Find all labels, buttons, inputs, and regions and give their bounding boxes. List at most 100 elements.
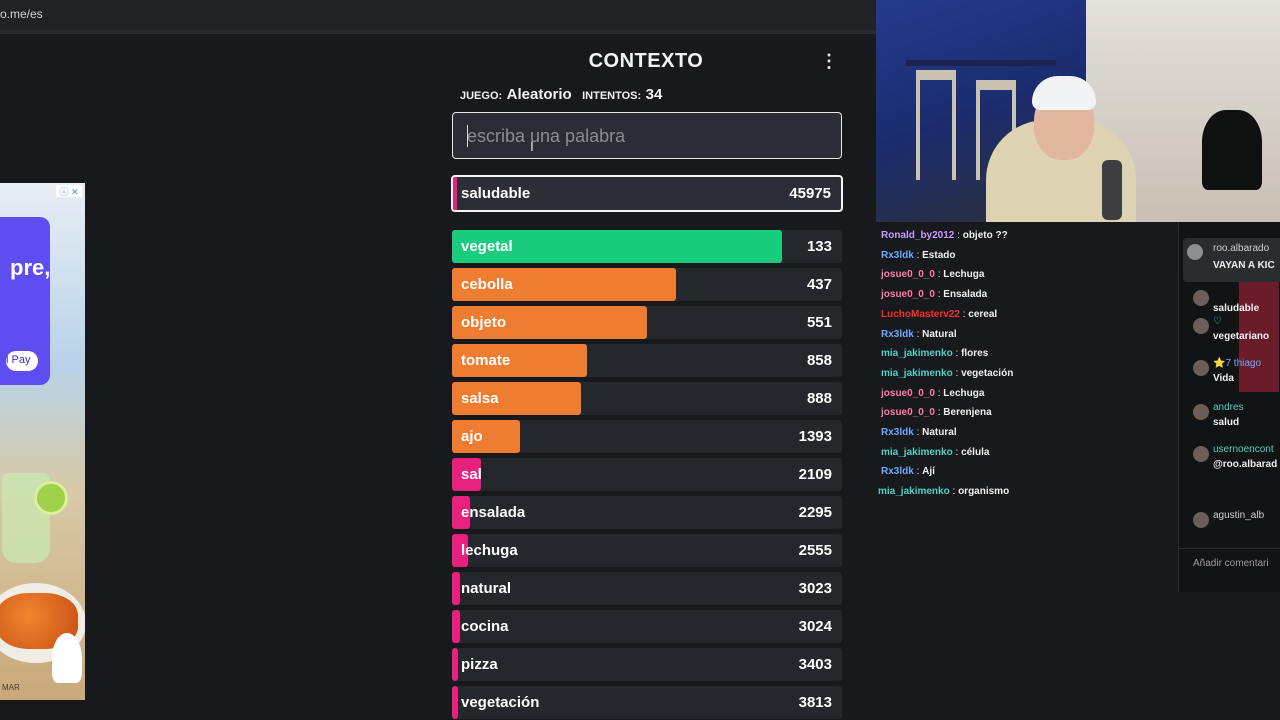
url-text: o.me/es bbox=[0, 7, 43, 21]
guess-row: ensalada 2295 bbox=[452, 496, 842, 529]
chat-text: flores bbox=[961, 348, 989, 360]
text-cursor-icon: I bbox=[530, 138, 534, 154]
chat-separator: : bbox=[952, 348, 962, 360]
side-chat-username[interactable]: agustin_alb bbox=[1213, 510, 1265, 521]
guess-word: objeto bbox=[461, 314, 506, 331]
guess-row: sal 2109 bbox=[452, 458, 842, 491]
guess-rank: 3813 bbox=[798, 694, 832, 711]
chat-username[interactable]: Rx3ldk bbox=[881, 328, 914, 340]
chat-text: Natural bbox=[922, 427, 957, 438]
last-guess-rank: 45975 bbox=[789, 185, 831, 202]
guess-row: lechuga 2555 bbox=[452, 534, 842, 567]
chat-separator: : bbox=[934, 407, 944, 419]
chat-username[interactable]: josue0_0_0 bbox=[881, 387, 935, 399]
guess-word: ajo bbox=[461, 428, 483, 445]
chat-message: josue0_0_0 : Berenjena bbox=[881, 407, 992, 418]
chat-username[interactable]: josue0_0_0 bbox=[881, 289, 935, 301]
guess-rank: 3023 bbox=[798, 580, 832, 597]
chat-username[interactable]: Rx3ldk bbox=[881, 249, 914, 261]
cam-shelf bbox=[906, 60, 1056, 66]
side-chat-username[interactable]: usernoencont bbox=[1213, 444, 1274, 455]
chat-separator: : bbox=[913, 328, 923, 340]
avatar bbox=[1193, 512, 1209, 528]
chat-username[interactable]: mia_jakimenko bbox=[881, 446, 953, 458]
chat-separator: : bbox=[934, 289, 944, 301]
side-chat-text: Vida bbox=[1213, 373, 1234, 384]
chat-username[interactable]: josue0_0_0 bbox=[881, 269, 935, 281]
chat-username[interactable]: Ronald_by2012 bbox=[881, 230, 955, 241]
side-chat-username[interactable]: andres bbox=[1213, 402, 1244, 413]
side-chat-text: @roo.albarad kick bbox=[1213, 459, 1280, 470]
guess-rank: 551 bbox=[806, 314, 832, 331]
pinned-text: VAYAN A KIC bbox=[1213, 260, 1275, 271]
chat-message: josue0_0_0 : Lechuga bbox=[881, 269, 984, 280]
chat-text: Lechuga bbox=[943, 387, 985, 399]
chat-username[interactable]: Rx3ldk bbox=[881, 427, 914, 438]
similarity-bar bbox=[452, 382, 581, 415]
url-bar-divider bbox=[0, 30, 876, 34]
guess-row: vegetal 133 bbox=[452, 230, 842, 263]
guess-word: salsa bbox=[461, 390, 499, 407]
guess-rank: 437 bbox=[806, 276, 832, 293]
pinned-message: roo.albarado VAYAN A KIC bbox=[1183, 238, 1280, 282]
similarity-bar bbox=[452, 686, 458, 719]
thermos-bottle bbox=[1102, 160, 1122, 220]
chat-username[interactable]: mia_jakimenko bbox=[881, 348, 953, 360]
chat-username[interactable]: Rx3ldk bbox=[881, 466, 914, 478]
add-comment-input[interactable]: Añadir comentari bbox=[1179, 548, 1280, 578]
similarity-bar bbox=[452, 610, 460, 643]
ad-info-icon[interactable]: ⓘ ✕ bbox=[56, 185, 82, 197]
word-input[interactable]: escriba una palabra bbox=[452, 112, 842, 159]
chat-separator: : bbox=[952, 446, 962, 458]
chat-separator: : bbox=[913, 427, 923, 438]
guess-word: vegetación bbox=[461, 694, 540, 711]
chat-text: Lechuga bbox=[943, 269, 985, 281]
ad-lime-image bbox=[34, 481, 68, 515]
chat-separator: : bbox=[954, 230, 963, 241]
ad-pay-button[interactable]: l Pay bbox=[6, 351, 38, 371]
chat-message: Rx3ldk : Natural bbox=[881, 427, 957, 438]
side-chat-username[interactable]: ♡ bbox=[1213, 316, 1222, 327]
chat-separator: : bbox=[913, 249, 923, 261]
guess-row: cebolla 437 bbox=[452, 268, 842, 301]
game-mode-value: Aleatorio bbox=[506, 86, 572, 103]
guess-rank: 133 bbox=[806, 238, 832, 255]
similarity-bar bbox=[452, 230, 782, 263]
chat-message: josue0_0_0 : Lechuga bbox=[881, 388, 984, 399]
side-banner bbox=[1239, 282, 1279, 392]
avatar bbox=[1193, 446, 1209, 462]
chat-username[interactable]: mia_jakimenko bbox=[878, 486, 950, 498]
chat-username[interactable]: josue0_0_0 bbox=[881, 407, 935, 419]
side-advertisement[interactable]: pre, l Pay ⓘ ✕ MAR bbox=[0, 183, 85, 700]
cam-plant bbox=[1202, 110, 1262, 190]
guess-row: salsa 888 bbox=[452, 382, 842, 415]
guess-row: objeto 551 bbox=[452, 306, 842, 339]
side-chat-text: vegetariano bbox=[1213, 331, 1270, 342]
chat-text: Ají bbox=[922, 466, 935, 478]
side-chat-panel: roo.albarado VAYAN A KIC Añadir comentar… bbox=[1178, 222, 1280, 592]
guess-rank: 3403 bbox=[798, 656, 832, 673]
chat-text: célula bbox=[961, 446, 990, 458]
guess-row: pizza 3403 bbox=[452, 648, 842, 681]
browser-url-bar[interactable]: o.me/es bbox=[0, 0, 876, 30]
stream-chat: Ronald_by2012 : objeto ?? Rx3ldk : Estado… bbox=[876, 222, 1176, 522]
guess-word: vegetal bbox=[461, 238, 513, 255]
chat-username[interactable]: mia_jakimenko bbox=[881, 367, 953, 379]
chat-text: cereal bbox=[968, 308, 998, 320]
similarity-bar bbox=[452, 344, 587, 377]
avatar bbox=[1187, 244, 1203, 260]
guess-row: cocina 3024 bbox=[452, 610, 842, 643]
chat-text: organismo bbox=[958, 486, 1010, 498]
chat-separator: : bbox=[952, 367, 962, 379]
chat-username[interactable]: LuchoMasterv22 bbox=[881, 308, 960, 320]
guess-word: pizza bbox=[461, 656, 498, 673]
side-chat-text: salud bbox=[1213, 417, 1240, 428]
guess-row: ajo 1393 bbox=[452, 420, 842, 453]
chat-message: Ronald_by2012 : objeto ?? bbox=[881, 230, 1008, 241]
chat-message: mia_jakimenko : célula bbox=[881, 447, 989, 458]
chat-message: mia_jakimenko : organismo bbox=[878, 486, 1009, 497]
ad-bird-logo-icon bbox=[52, 633, 82, 683]
more-menu-icon[interactable]: ⋮ bbox=[820, 51, 838, 71]
side-chat-username[interactable]: ⭐7 thiago bbox=[1213, 358, 1262, 369]
ad-headline: pre, bbox=[10, 255, 51, 280]
